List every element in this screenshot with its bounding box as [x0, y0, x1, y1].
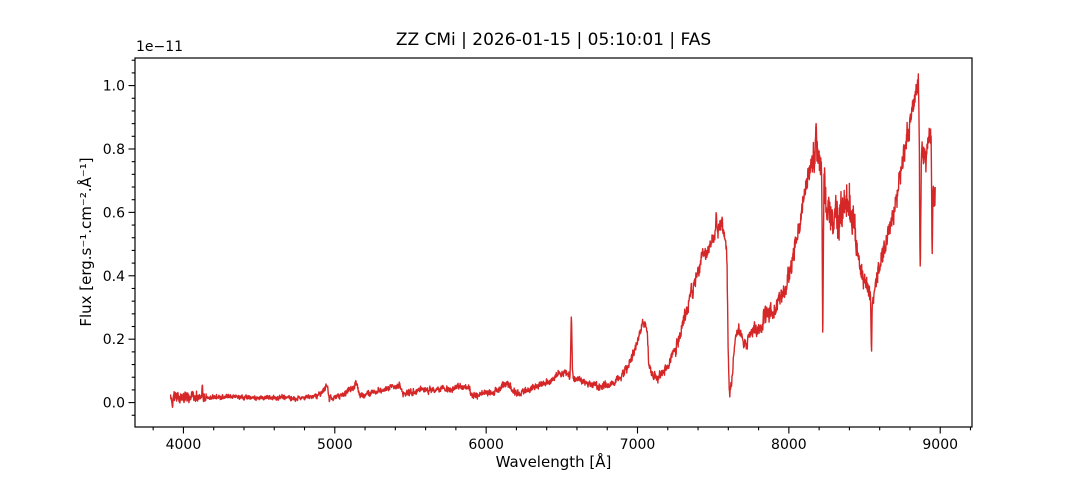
y-tick-label: 0.4	[103, 269, 125, 285]
x-tick-label: 8000	[771, 437, 807, 453]
y-tick-label: 1.0	[103, 79, 125, 95]
y-tick-label: 0.8	[103, 142, 125, 158]
x-tick-label: 7000	[620, 437, 656, 453]
y-axis-offset-label: 1e−11	[136, 39, 184, 55]
x-tick-label: 4000	[166, 437, 202, 453]
x-tick-label: 6000	[468, 437, 504, 453]
plot-title: ZZ CMi | 2026-01-15 | 05:10:01 | FAS	[395, 30, 712, 50]
y-tick-label: 0.0	[103, 396, 125, 412]
y-tick-label: 0.6	[103, 205, 125, 221]
x-tick-label: 9000	[922, 437, 958, 453]
y-tick-label: 0.2	[103, 332, 125, 348]
x-tick-label: 5000	[317, 437, 353, 453]
plot-frame	[134, 57, 973, 428]
x-axis-label: Wavelength [Å]	[495, 453, 612, 471]
y-axis-label: Flux [erg.s⁻¹.cm⁻².Å⁻¹]	[77, 157, 95, 327]
spectrum-line	[169, 73, 936, 408]
